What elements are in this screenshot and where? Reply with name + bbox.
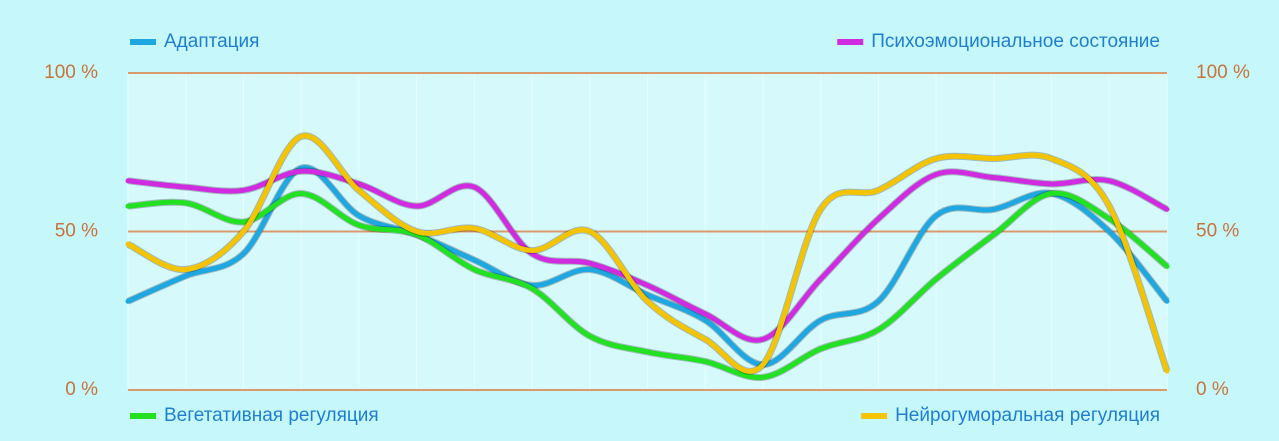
y2-tick-label: 0 % bbox=[1196, 379, 1229, 400]
legend-label: Нейрогуморальная регуляция bbox=[895, 405, 1160, 426]
legend-marker bbox=[130, 413, 156, 419]
series-line bbox=[125, 190, 1170, 380]
y2-tick-label: 50 % bbox=[1196, 221, 1239, 242]
y-tick-label: 50 % bbox=[55, 221, 98, 242]
legend-label: Вегетативная регуляция bbox=[164, 405, 379, 426]
y2-tick-label: 100 % bbox=[1196, 62, 1250, 83]
y-tick-label: 100 % bbox=[44, 62, 98, 83]
legend-marker bbox=[861, 413, 888, 419]
legend-label: Адаптация bbox=[164, 31, 259, 52]
legend-label: Психоэмоциональное состояние bbox=[871, 31, 1160, 52]
y-tick-label: 0 % bbox=[65, 379, 98, 400]
series-line bbox=[125, 168, 1170, 343]
series-line bbox=[125, 165, 1170, 368]
series-line bbox=[125, 133, 1170, 374]
legend-marker bbox=[130, 39, 156, 45]
legend-marker bbox=[837, 39, 864, 45]
